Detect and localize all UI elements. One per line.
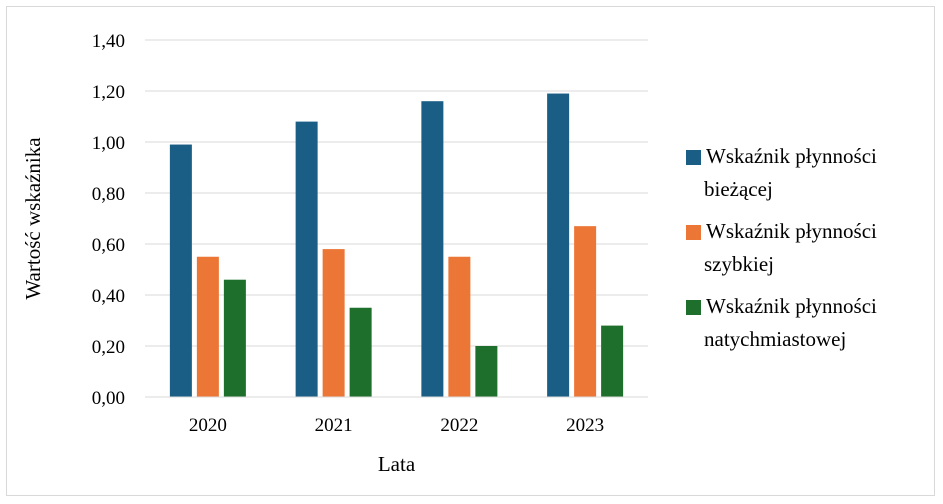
legend-swatch-3: [686, 300, 701, 315]
legend-swatch-2: [686, 225, 701, 240]
bar-2023-series-2: [574, 226, 597, 397]
bar-2023-series-3: [601, 325, 624, 397]
y-tick-label: 0,60: [92, 235, 125, 256]
y-tick-label: 0,20: [92, 337, 125, 358]
x-axis-tick-labels: 2020 2021 2022 2023: [189, 415, 604, 436]
bar-2023-series-1: [547, 93, 570, 398]
legend-label-2-line-2: szybkiej: [704, 252, 774, 276]
bar-2020-series-1: [169, 144, 192, 397]
x-axis-title: Lata: [378, 452, 416, 476]
bars: [169, 93, 624, 398]
bar-2022-series-1: [421, 101, 444, 397]
bar-2021-series-3: [349, 307, 372, 397]
bar-2022-series-3: [475, 346, 498, 397]
x-tick-label: 2021: [315, 415, 353, 436]
legend-label-2-line-1: Wskaźnik płynności: [706, 219, 877, 243]
y-axis-title: Wartość wskaźnika: [21, 137, 45, 300]
bar-2022-series-2: [448, 256, 471, 397]
y-axis-tick-labels: 0,00 0,20 0,40 0,60 0,80 1,00 1,20 1,40: [92, 31, 125, 409]
legend-swatch-1: [686, 150, 701, 165]
bar-2021-series-1: [295, 121, 318, 397]
x-tick-label: 2022: [440, 415, 478, 436]
gridlines: [145, 39, 648, 347]
bar-2020-series-2: [196, 256, 219, 397]
y-tick-label: 1,00: [92, 133, 125, 154]
legend-label-1-line-2: bieżącej: [704, 177, 773, 201]
y-tick-label: 0,00: [92, 388, 125, 409]
x-tick-label: 2023: [566, 415, 604, 436]
y-tick-label: 1,20: [92, 82, 125, 103]
y-tick-label: 0,40: [92, 286, 125, 307]
bar-2021-series-2: [322, 249, 345, 397]
bar-2020-series-3: [223, 279, 246, 397]
legend-label-3-line-1: Wskaźnik płynności: [706, 294, 877, 318]
y-tick-label: 1,40: [92, 31, 125, 52]
y-tick-label: 0,80: [92, 184, 125, 205]
legend-label-1-line-1: Wskaźnik płynności: [706, 144, 877, 168]
chart-area: [6, 6, 935, 496]
legend-label-3-line-2: natychmiastowej: [704, 327, 846, 351]
x-tick-label: 2020: [189, 415, 227, 436]
legend: Wskaźnik płynności bieżącej Wskaźnik płynn…: [686, 144, 877, 351]
